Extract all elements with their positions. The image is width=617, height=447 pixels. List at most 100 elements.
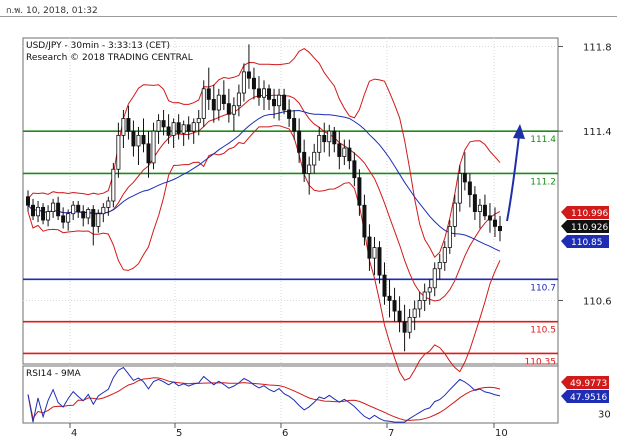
candle-60	[327, 124, 332, 157]
candle-body	[66, 213, 71, 223]
candle-body	[186, 124, 191, 132]
candle-50	[277, 88, 282, 121]
candle-8	[66, 209, 71, 231]
candle-body	[36, 206, 41, 217]
candle-37	[211, 84, 216, 123]
candle-38	[216, 88, 221, 121]
candle-body	[156, 120, 161, 132]
candle-27	[161, 109, 166, 136]
candle-body	[292, 118, 297, 132]
candle-body	[382, 274, 387, 297]
candle-36	[206, 67, 211, 110]
level-label-1: 111.2	[530, 177, 556, 187]
rsi-tag-box	[567, 390, 609, 403]
candle-28	[166, 114, 171, 144]
main-panel-frame	[22, 37, 559, 365]
candle-69	[372, 236, 377, 276]
candle-29	[171, 118, 176, 149]
candle-92	[487, 203, 492, 233]
candle-body	[357, 177, 362, 206]
level-label-0: 111.4	[530, 135, 556, 145]
candle-body	[51, 202, 56, 212]
candle-54	[297, 118, 302, 163]
candle-46	[256, 76, 261, 106]
candle-body	[41, 206, 46, 221]
candle-72	[387, 279, 392, 318]
candle-body	[497, 226, 502, 232]
candle-body	[297, 130, 302, 153]
candle-body	[267, 88, 272, 100]
candle-body	[377, 247, 382, 276]
candle-73	[392, 287, 397, 322]
candle-18	[116, 122, 121, 178]
candle-49	[272, 88, 277, 119]
candle-body	[287, 109, 292, 119]
candle-93	[492, 207, 497, 237]
candle-32	[186, 116, 191, 140]
price-tag-label: 110.926	[571, 223, 608, 233]
candle-30	[176, 114, 181, 140]
candle-body	[372, 247, 377, 259]
candle-body	[307, 164, 312, 174]
candle-2	[36, 201, 41, 223]
candle-82	[437, 253, 442, 280]
candle-body	[277, 94, 282, 107]
x-tick-label-2: 6	[282, 428, 288, 439]
price-tag-pointer	[561, 235, 567, 248]
candle-body	[397, 310, 402, 323]
candle-body	[472, 194, 477, 212]
candle-33	[191, 118, 196, 144]
candle-3	[41, 203, 46, 225]
candle-0	[25, 190, 30, 212]
candle-body	[367, 236, 372, 259]
candle-body	[181, 124, 186, 134]
candle-4	[46, 205, 51, 227]
candle-1	[31, 198, 36, 221]
candle-body	[166, 126, 171, 136]
candle-23	[141, 118, 146, 153]
candle-91	[482, 194, 487, 221]
candle-body	[56, 202, 61, 217]
y-tick-label-2: 110.6	[583, 296, 612, 307]
chart-subtitle: Research © 2018 TRADING CENTRAL	[26, 53, 193, 63]
candle-body	[76, 204, 81, 212]
candle-body	[101, 206, 106, 215]
rsi-tag-1: 47.9516	[561, 390, 609, 403]
candle-body	[387, 295, 392, 301]
candle-51	[282, 88, 287, 115]
candle-body	[412, 308, 417, 318]
candle-15	[101, 203, 106, 223]
candle-79	[422, 283, 427, 312]
candle-94	[497, 215, 502, 242]
candle-77	[412, 300, 417, 331]
price-tag-box	[567, 206, 609, 219]
chart-date-header: ก.พ. 10, 2018, 01:32	[6, 6, 98, 16]
candle-6	[56, 196, 61, 221]
rsi-grid-lines	[69, 366, 495, 423]
candle-80	[427, 279, 432, 305]
candle-body	[141, 134, 146, 145]
candle-35	[201, 80, 206, 127]
candle-45	[251, 67, 256, 100]
candle-67	[362, 194, 367, 246]
candlestick-series[interactable]	[25, 44, 502, 352]
candle-body	[226, 103, 231, 115]
candle-body	[482, 204, 487, 217]
price-tag-label: 110.996	[571, 209, 608, 219]
candle-83	[442, 241, 447, 271]
rsi-label: RSI14 - 9MA	[26, 369, 82, 379]
candle-body	[211, 98, 216, 111]
candle-body	[61, 215, 66, 223]
candle-body	[146, 143, 151, 164]
candle-body	[302, 151, 307, 174]
candle-body	[447, 226, 452, 248]
candle-13	[91, 205, 96, 246]
rsi-tag-label: 49.9773	[570, 379, 607, 389]
candle-body	[402, 321, 407, 333]
candle-body	[462, 173, 467, 183]
candle-25	[151, 122, 156, 170]
candle-body	[261, 88, 266, 98]
candle-44	[246, 44, 251, 89]
candle-48	[267, 84, 272, 110]
